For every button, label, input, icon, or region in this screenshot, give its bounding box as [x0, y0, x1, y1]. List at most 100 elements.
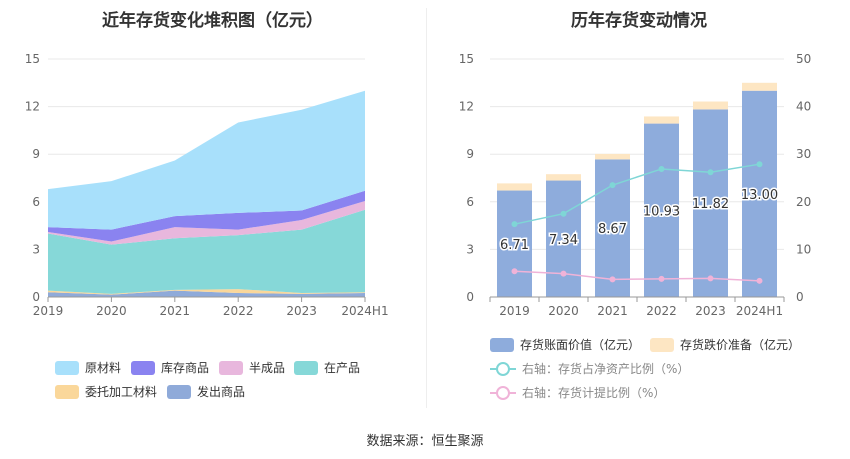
y-tick-label: 3	[32, 242, 40, 256]
legend-item-raw-materials[interactable]: 原材料	[55, 359, 121, 376]
line-point	[658, 275, 665, 282]
bar	[546, 180, 581, 297]
legend-swatch	[490, 337, 514, 352]
legend-label: 库存商品	[161, 361, 210, 375]
y-tick-label: 12	[25, 100, 40, 114]
bar-data-label: 6.71	[500, 238, 529, 253]
bar	[595, 153, 630, 160]
x-tick-label: 2021	[597, 304, 628, 318]
bar-data-label: 13.00	[741, 188, 778, 203]
legend-item-work-in-progress[interactable]: 在产品	[294, 359, 360, 376]
bar	[497, 183, 532, 191]
right-chart-panel: 历年存货变动情况 0 3 6 9 12 15 0 10 20 30 40 50 2019 2020 2021…	[428, 0, 850, 410]
bar	[644, 116, 679, 124]
legend-label: 右轴：存货计提比例（%）	[522, 386, 666, 400]
y2-tick-label: 50	[796, 52, 811, 66]
bar	[546, 174, 581, 181]
legend-line-marker	[490, 385, 516, 400]
y-tick-label: 0	[32, 290, 40, 304]
line-point	[511, 268, 518, 275]
y-tick-label: 6	[32, 195, 40, 209]
legend-item-impairment-reserve[interactable]: 存货跌价准备（亿元）	[650, 336, 800, 353]
y-tick-label: 0	[466, 290, 474, 304]
data-source-note: 数据来源：恒生聚源	[366, 434, 484, 449]
legend-swatch	[55, 384, 79, 399]
x-tick-label: 2021	[160, 304, 191, 318]
y2-tick-label: 10	[796, 242, 811, 256]
area-series	[48, 290, 365, 297]
legend-label: 发出商品	[197, 385, 246, 399]
legend-item-finished-goods[interactable]: 库存商品	[131, 359, 209, 376]
x-tick-label: 2020	[548, 304, 579, 318]
bar	[644, 123, 679, 297]
area-series	[48, 190, 365, 242]
legend-swatch	[294, 360, 318, 375]
right-chart-title: 历年存货变动情况	[571, 11, 707, 31]
x-tick-label: 2022	[223, 304, 254, 318]
legend-line-marker	[490, 361, 516, 376]
legend-item-book-value[interactable]: 存货账面价值（亿元）	[490, 336, 640, 353]
bar	[693, 101, 728, 110]
left-legend: 原材料 库存商品 半成品 在产品 委托加工材料 发出商品	[0, 0, 425, 410]
bar	[693, 109, 728, 298]
x-tick-label: 2019	[33, 304, 64, 318]
line-point	[707, 275, 714, 282]
legend-swatch	[650, 337, 674, 352]
y2-tick-label: 20	[796, 195, 811, 209]
stacked-area-chart: 0 3 6 9 12 15 2019 2020 2021 2022 2023 2024H1	[25, 52, 389, 318]
line-point	[560, 210, 567, 217]
legend-label: 原材料	[85, 361, 122, 375]
legend-item-ratio-to-net-assets[interactable]: 右轴：存货占净资产比例（%）	[490, 360, 689, 377]
left-chart-panel: 近年存货变化堆积图（亿元） 0 3 6 9 12 15 2019 2020 2021 2022 20…	[0, 0, 425, 410]
legend-label: 存货跌价准备（亿元）	[680, 338, 801, 352]
line-point	[609, 276, 616, 283]
x-tick-label: 2024H1	[341, 304, 388, 318]
bar	[497, 190, 532, 297]
x-tick-label: 2019	[499, 304, 530, 318]
legend-swatch	[167, 384, 191, 399]
bar-data-label: 11.82	[692, 197, 729, 212]
legend-swatch	[55, 360, 79, 375]
y-tick-label: 6	[466, 195, 474, 209]
line-point	[560, 270, 567, 277]
legend-item-consigned-materials[interactable]: 委托加工材料	[55, 383, 157, 400]
legend-label: 存货账面价值（亿元）	[520, 338, 641, 352]
y2-tick-label: 0	[796, 290, 804, 304]
y-tick-label: 3	[466, 242, 474, 256]
legend-swatch	[219, 360, 243, 375]
y2-tick-label: 30	[796, 147, 811, 161]
bar-data-label: 8.67	[598, 222, 627, 237]
area-series	[48, 289, 365, 295]
line-point	[756, 161, 763, 168]
area-series	[48, 209, 365, 294]
line-point	[707, 169, 714, 176]
bar	[742, 90, 777, 297]
line-series	[514, 270, 760, 282]
left-chart-title: 近年存货变化堆积图（亿元）	[102, 11, 323, 31]
line-point	[609, 182, 616, 189]
line-series	[514, 163, 760, 225]
bar-line-combo-chart: 0 3 6 9 12 15 0 10 20 30 40 50 2019 2020 2021 2022 2023 2…	[459, 52, 812, 318]
x-tick-label: 2023	[695, 304, 726, 318]
area-series	[48, 201, 365, 245]
legend-label: 在产品	[324, 361, 361, 375]
legend-label: 委托加工材料	[85, 385, 158, 399]
line-point	[756, 277, 763, 284]
x-tick-label: 2024H1	[736, 304, 783, 318]
x-tick-label: 2023	[286, 304, 317, 318]
right-legend: 存货账面价值（亿元） 存货跌价准备（亿元） 右轴：存货占净资产比例（%） 右轴：…	[428, 0, 850, 410]
y-tick-label: 12	[459, 100, 474, 114]
y-tick-label: 9	[32, 147, 40, 161]
legend-swatch	[131, 360, 155, 375]
bar-data-label: 10.93	[643, 204, 680, 219]
legend-label: 右轴：存货占净资产比例（%）	[522, 362, 690, 376]
line-point	[511, 221, 518, 228]
x-tick-label: 2022	[646, 304, 677, 318]
legend-item-semi-finished[interactable]: 半成品	[219, 359, 285, 376]
bar-data-label: 7.34	[549, 233, 578, 248]
legend-item-goods-shipped[interactable]: 发出商品	[167, 383, 245, 400]
y-tick-label: 15	[459, 52, 474, 66]
legend-item-provision-ratio[interactable]: 右轴：存货计提比例（%）	[490, 384, 665, 401]
legend-label: 半成品	[249, 361, 286, 375]
y-tick-label: 15	[25, 52, 40, 66]
